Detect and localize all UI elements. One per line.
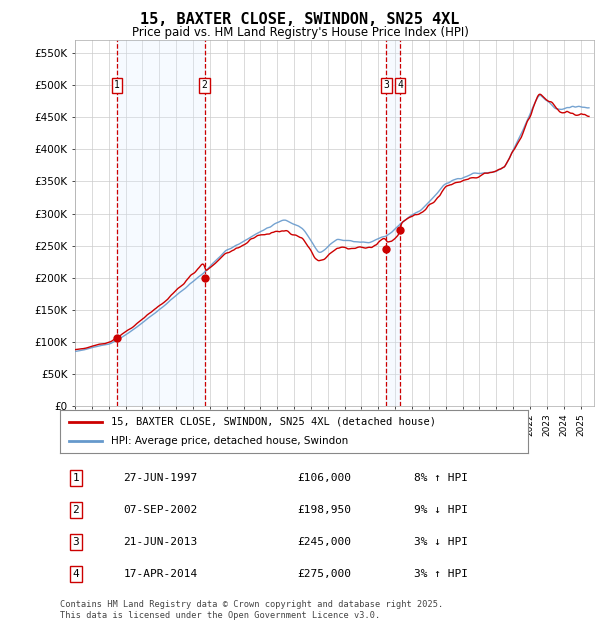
- Bar: [117, 40, 205, 406]
- Text: £106,000: £106,000: [298, 473, 352, 483]
- Text: 3% ↑ HPI: 3% ↑ HPI: [414, 569, 468, 579]
- Text: Contains HM Land Registry data © Crown copyright and database right 2025.
This d: Contains HM Land Registry data © Crown c…: [60, 600, 443, 619]
- Text: HPI: Average price, detached house, Swindon: HPI: Average price, detached house, Swin…: [112, 436, 349, 446]
- Text: £275,000: £275,000: [298, 569, 352, 579]
- Bar: [386, 40, 400, 406]
- Text: 3% ↓ HPI: 3% ↓ HPI: [414, 537, 468, 547]
- Text: 27-JUN-1997: 27-JUN-1997: [124, 473, 197, 483]
- Text: 3: 3: [73, 537, 79, 547]
- Text: 8% ↑ HPI: 8% ↑ HPI: [414, 473, 468, 483]
- Text: 15, BAXTER CLOSE, SWINDON, SN25 4XL: 15, BAXTER CLOSE, SWINDON, SN25 4XL: [140, 12, 460, 27]
- Text: 3: 3: [383, 80, 389, 91]
- Text: 1: 1: [73, 473, 79, 483]
- Text: £198,950: £198,950: [298, 505, 352, 515]
- Text: 15, BAXTER CLOSE, SWINDON, SN25 4XL (detached house): 15, BAXTER CLOSE, SWINDON, SN25 4XL (det…: [112, 417, 436, 427]
- Text: 17-APR-2014: 17-APR-2014: [124, 569, 197, 579]
- Text: 21-JUN-2013: 21-JUN-2013: [124, 537, 197, 547]
- Text: 4: 4: [73, 569, 79, 579]
- Text: 1: 1: [114, 80, 120, 91]
- Text: 9% ↓ HPI: 9% ↓ HPI: [414, 505, 468, 515]
- Text: 07-SEP-2002: 07-SEP-2002: [124, 505, 197, 515]
- Text: Price paid vs. HM Land Registry's House Price Index (HPI): Price paid vs. HM Land Registry's House …: [131, 26, 469, 39]
- Text: 2: 2: [73, 505, 79, 515]
- Text: £245,000: £245,000: [298, 537, 352, 547]
- Text: 2: 2: [202, 80, 208, 91]
- Text: 4: 4: [397, 80, 403, 91]
